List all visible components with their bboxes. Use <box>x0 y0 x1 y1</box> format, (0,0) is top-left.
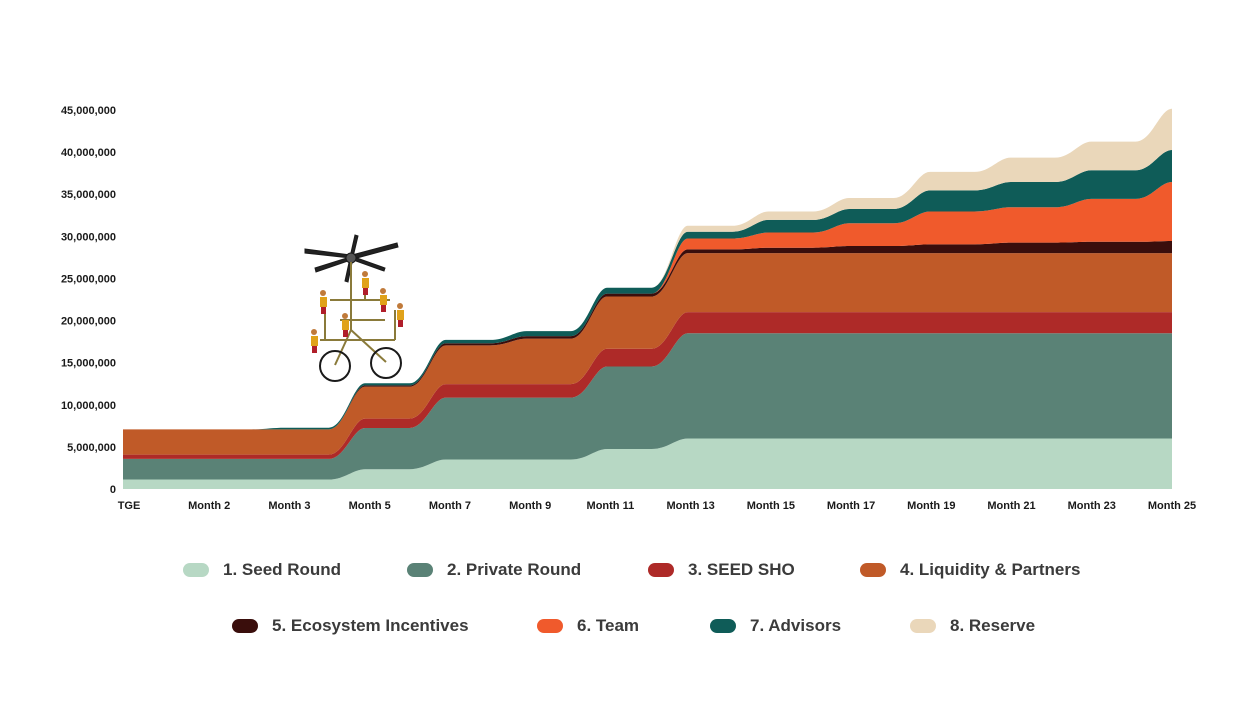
x-tick-label: Month 23 <box>1068 500 1116 512</box>
x-tick-label: Month 11 <box>587 500 635 512</box>
legend-swatch <box>407 563 433 577</box>
x-tick-label: Month 15 <box>747 500 795 512</box>
x-tick-label: Month 2 <box>188 500 230 512</box>
y-tick-label: 15,000,000 <box>61 358 116 370</box>
legend-swatch <box>710 619 736 633</box>
x-axis: TGE Month 2 Month 3 Month 5 Month 7 Month 9 Mo… <box>118 500 1196 512</box>
y-axis: 0 5,000,000 10,000,000 15,000,000 20,000,000… <box>61 105 116 496</box>
legend-item: 1. Seed Round <box>183 560 341 580</box>
area-series-group <box>123 108 1172 489</box>
rear-wheel-icon <box>370 347 402 379</box>
legend-label: 2. Private Round <box>447 560 582 579</box>
legend-swatch <box>910 619 936 633</box>
x-tick-label: Month 17 <box>827 500 875 512</box>
legend-label: 4. Liquidity & Partners <box>900 560 1081 579</box>
y-tick-label: 25,000,000 <box>61 273 116 285</box>
legend-item: 7. Advisors <box>710 616 841 636</box>
y-tick-label: 30,000,000 <box>61 231 116 243</box>
x-tick-label: Month 25 <box>1148 500 1196 512</box>
legend-swatch <box>860 563 886 577</box>
legend-swatch <box>183 563 209 577</box>
x-tick-label: Month 13 <box>666 500 714 512</box>
legend-item: 2. Private Round <box>407 560 581 580</box>
legend-item: 3. SEED SHO <box>648 560 795 580</box>
area-series-4 <box>123 253 1172 455</box>
area-series-7 <box>123 150 1172 430</box>
area-chart: 0 5,000,000 10,000,000 15,000,000 20,000,000… <box>61 105 1196 512</box>
y-tick-label: 5,000,000 <box>67 442 116 454</box>
y-tick-label: 45,000,000 <box>61 105 116 117</box>
legend-item: 4. Liquidity & Partners <box>860 560 1080 580</box>
bicycle-frame <box>320 262 396 366</box>
legend-swatch <box>232 619 258 633</box>
x-tick-label: Month 21 <box>987 500 1035 512</box>
area-series-1 <box>123 438 1172 489</box>
legend-label: 8. Reserve <box>950 616 1036 635</box>
propeller-icon <box>304 234 399 283</box>
x-tick-label: Month 3 <box>268 500 310 512</box>
legend-item: 5. Ecosystem Incentives <box>232 616 469 636</box>
front-wheel-icon <box>319 350 351 382</box>
area-series-3 <box>123 312 1172 459</box>
x-tick-label: Month 7 <box>429 500 471 512</box>
area-series-2 <box>123 333 1172 480</box>
rider-icons <box>311 271 404 353</box>
x-tick-label: Month 5 <box>349 500 391 512</box>
bicycle-helicopter-illustration <box>304 234 404 382</box>
legend-swatch <box>648 563 674 577</box>
legend-label: 5. Ecosystem Incentives <box>272 616 469 635</box>
y-tick-label: 10,000,000 <box>61 400 116 412</box>
legend-item: 8. Reserve <box>910 616 1035 636</box>
legend-item: 6. Team <box>537 616 639 636</box>
y-tick-label: 35,000,000 <box>61 189 116 201</box>
legend-label: 3. SEED SHO <box>688 560 795 579</box>
legend-label: 7. Advisors <box>750 616 842 635</box>
x-tick-label: TGE <box>118 500 141 512</box>
x-tick-label: Month 9 <box>509 500 551 512</box>
y-tick-label: 0 <box>110 484 116 496</box>
legend-label: 1. Seed Round <box>223 560 342 579</box>
area-series-6 <box>123 182 1172 430</box>
y-tick-label: 20,000,000 <box>61 316 116 328</box>
y-tick-label: 40,000,000 <box>61 147 116 159</box>
legend-label: 6. Team <box>577 616 640 635</box>
x-tick-label: Month 19 <box>907 500 955 512</box>
legend-swatch <box>537 619 563 633</box>
